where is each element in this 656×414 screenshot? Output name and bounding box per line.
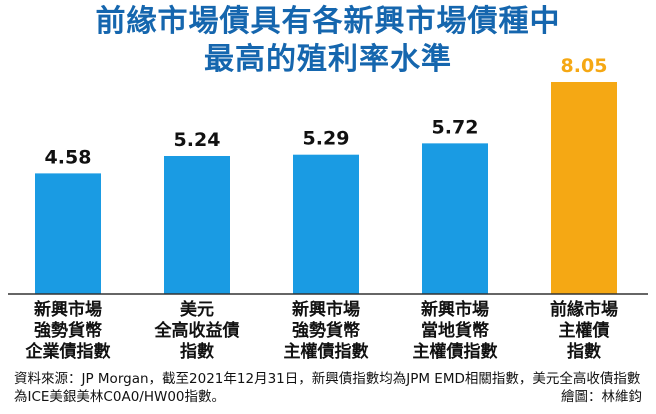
category-label-3-line-3: 主權債指數: [283, 342, 369, 362]
bar-4: [422, 143, 488, 294]
category-label-3-line-1: 新興市場: [292, 300, 360, 320]
category-label-4-line-1: 新興市場: [421, 300, 489, 320]
category-label-4-line-2: 當地貨幣: [421, 321, 489, 341]
category-label-2-line-2: 全高收益債: [154, 321, 240, 341]
value-label-1: 4.58: [45, 146, 92, 168]
value-label-5: 8.05: [561, 55, 608, 77]
category-label-5-line-3: 指數: [567, 342, 601, 362]
category-label-1-line-1: 新興市場: [34, 300, 102, 320]
chart-title-line-1: 前緣市場債具有各新興市場債種中: [95, 4, 561, 39]
category-label-5-line-1: 前緣市場: [550, 300, 618, 320]
bar-2: [164, 156, 230, 294]
value-label-4: 5.72: [432, 116, 479, 138]
category-label-3: 新興市場 強勢貨幣 主權債指數: [271, 300, 381, 363]
credit: 繪圖：林維鈞: [561, 389, 642, 405]
category-label-5-line-2: 主權債: [558, 321, 610, 341]
category-label-1: 新興市場 強勢貨幣 企業債指數: [13, 300, 123, 363]
source-note: 資料來源：JP Morgan，截至2021年12月31日，新興債指數均為JPM …: [14, 371, 641, 405]
bar-3: [293, 154, 359, 294]
category-label-2-line-1: 美元: [180, 300, 214, 320]
chart-title-line-2: 最高的殖利率水準: [204, 42, 452, 77]
bar-5: [551, 82, 617, 294]
category-label-2: 美元 全高收益債 指數: [142, 300, 252, 363]
category-label-1-line-3: 企業債指數: [25, 342, 111, 362]
category-label-1-line-2: 強勢貨幣: [34, 321, 102, 341]
category-label-4: 新興市場 當地貨幣 主權債指數: [400, 300, 510, 363]
category-label-4-line-3: 主權債指數: [412, 342, 498, 362]
category-label-2-line-3: 指數: [180, 342, 214, 362]
value-label-2: 5.24: [174, 129, 221, 151]
category-label-5: 前緣市場 主權債 指數: [529, 300, 639, 363]
category-label-3-line-2: 強勢貨幣: [292, 321, 360, 341]
bar-1: [35, 173, 101, 294]
value-label-3: 5.29: [303, 128, 350, 150]
